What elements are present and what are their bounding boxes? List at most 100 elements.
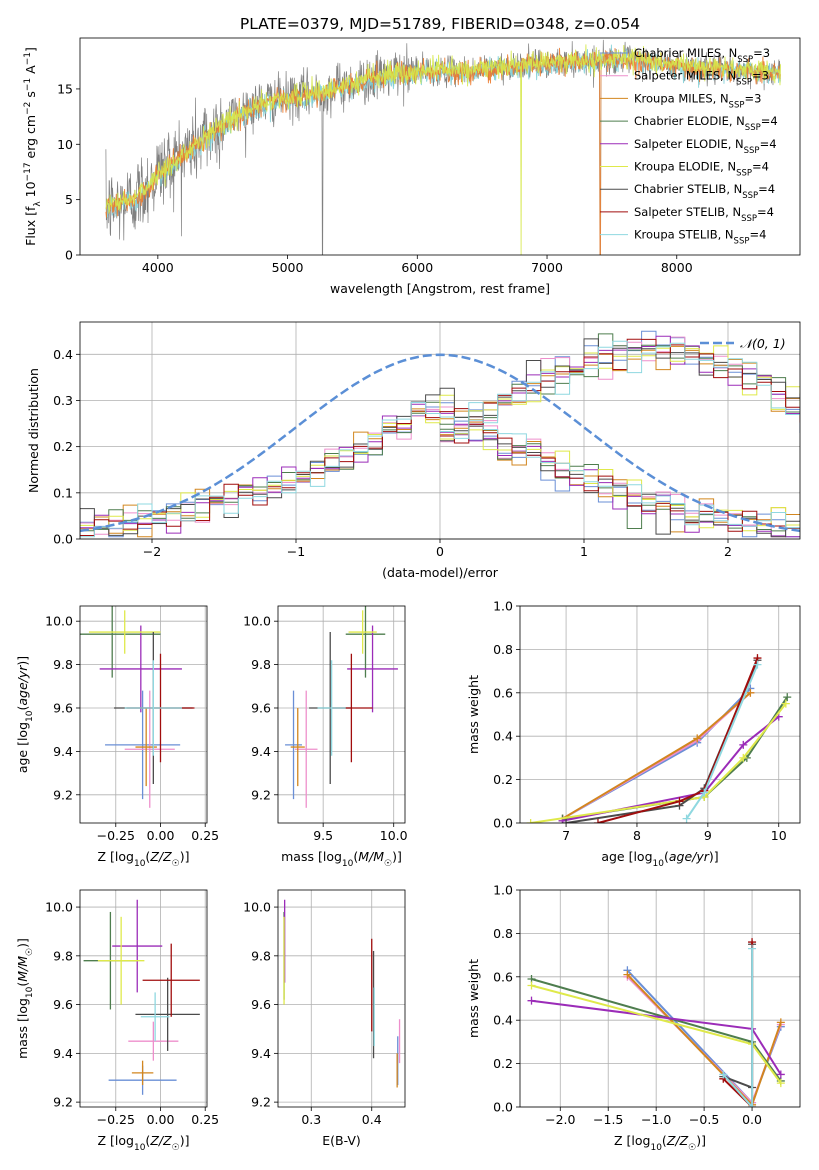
y-tick-label: 0.2 — [493, 1056, 513, 1071]
x-axis-label-part: Z/Z — [149, 849, 172, 864]
y-axis-label-part: −2 — [23, 102, 33, 115]
legend-nssp-sub: SSP — [737, 55, 753, 65]
weight-point-marker — [719, 1070, 728, 1079]
weight-point-marker — [623, 970, 632, 979]
legend-label: Salpeter MILES, NSSP=3 — [634, 69, 769, 88]
x-tick-label: 5000 — [272, 260, 304, 275]
legend-nssp-value: =4 — [758, 182, 775, 196]
legend-nssp-sub: SSP — [734, 237, 750, 247]
y-axis-label-part: ] — [23, 47, 38, 52]
y-tick-label: 0.3 — [53, 393, 73, 408]
weight-series-line — [530, 702, 787, 823]
weight-vs-metallicity-panel: −2.0 −1.5 −1.0 −0.5 0.0 0.0 0.2 0.4 0.6 0.8 1.0 Z [… — [466, 883, 801, 1153]
legend-normal-label: 𝒩(0, 1) — [740, 336, 786, 351]
x-axis-label-part: 10 — [650, 1143, 662, 1153]
y-axis-label-part: ☉ — [25, 948, 35, 956]
x-axis-label-part: Z/Z — [666, 1133, 689, 1148]
weight-point-marker — [675, 797, 684, 806]
x-axis-label-part: ( — [145, 1133, 150, 1148]
x-axis-label-part: wavelength [Angstrom, rest frame] — [330, 281, 550, 296]
weight-point-marker — [593, 819, 602, 823]
residual-histogram-panel: −2 −1 0 1 2 0.0 0.1 0.2 0.3 0.4 (data-model)/error… — [26, 321, 801, 580]
legend-nssp-sub: SSP — [745, 123, 761, 133]
y-tick-label: 0.1 — [53, 485, 73, 500]
legend-model-name: Chabrier ELODIE, N — [634, 114, 745, 128]
y-tick-label: 0.8 — [493, 926, 513, 941]
legend-nssp-sub: SSP — [741, 214, 757, 224]
x-axis-label-part: ☉ — [384, 859, 392, 869]
x-axis-label-part: 10 — [653, 859, 665, 869]
y-axis-label-part: −1 — [23, 78, 33, 91]
y-axis-label-part: 10 — [23, 181, 38, 201]
y-axis-label: age [log10(age/yr)] — [15, 656, 35, 773]
x-tick-label: 4000 — [142, 260, 174, 275]
weight-point-marker — [739, 753, 748, 762]
y-axis-label-part: erg cm — [23, 115, 38, 163]
weight-point-marker — [753, 660, 762, 669]
x-tick-label: 6000 — [401, 260, 433, 275]
y-tick-label: 0.8 — [493, 642, 513, 657]
y-tick-label: 9.4 — [53, 744, 73, 759]
legend-nssp-value: =4 — [749, 228, 766, 242]
legend-model-name: Salpeter ELODIE, N — [634, 137, 744, 151]
x-axis-label: mass [log10(M/M☉)] — [281, 849, 402, 869]
residual-histogram-step — [440, 338, 800, 442]
weight-point-marker — [739, 740, 748, 749]
spectrum-panel: 4000 5000 6000 7000 8000 0 5 10 15 wavelength [An… — [23, 37, 801, 296]
y-axis-label-part: log — [15, 722, 30, 741]
x-axis-label-part: (data-model)/error — [382, 565, 499, 580]
y-tick-label: 9.2 — [53, 1095, 73, 1110]
y-tick-label: 10.0 — [45, 614, 73, 629]
y-tick-label: 0.2 — [493, 772, 513, 787]
x-axis-label-part: mass [ — [281, 849, 323, 864]
age-vs-metallicity-panel: −0.25 0.00 0.259.29.49.69.810.0Z [log10(Z/… — [15, 605, 219, 869]
legend-label: Chabrier MILES, NSSP=3 — [634, 46, 770, 65]
legend-label: Chabrier STELIB, NSSP=4 — [634, 182, 775, 201]
x-axis-label-part: log — [631, 1133, 650, 1148]
axes-frame — [79, 889, 208, 1108]
axes-frame — [79, 321, 801, 540]
x-tick-label: −2.0 — [545, 1112, 575, 1127]
x-axis-label-part: Z [ — [614, 1133, 631, 1148]
legend-model-name: Kroupa STELIB, N — [634, 228, 734, 242]
y-tick-label: 9.4 — [251, 744, 271, 759]
y-tick-label: 1.0 — [493, 883, 513, 898]
x-axis-label-part: ( — [664, 849, 669, 864]
x-axis-label-part: )] — [709, 849, 719, 864]
x-tick-label: 0.25 — [191, 1112, 219, 1127]
y-axis-label-part: )] — [15, 656, 30, 666]
weight-point-marker — [781, 699, 790, 708]
x-tick-label: 0.00 — [147, 828, 175, 843]
legend-model-name: Chabrier STELIB, N — [634, 182, 742, 196]
legend-label: Chabrier ELODIE, NSSP=4 — [634, 114, 778, 133]
x-tick-label: 0.0 — [742, 1112, 762, 1127]
legend-nssp-value: =4 — [760, 137, 777, 151]
x-tick-label: 9 — [704, 828, 712, 843]
legend-nssp-sub: SSP — [744, 146, 760, 156]
y-tick-label: 0.4 — [493, 1013, 513, 1028]
x-axis-label: wavelength [Angstrom, rest frame] — [330, 281, 550, 296]
x-axis-label-part: )] — [180, 849, 190, 864]
weight-point-marker — [527, 981, 536, 990]
legend-nssp-value: =3 — [752, 69, 769, 83]
y-tick-label: 10.0 — [243, 614, 271, 629]
y-axis-label-part: ( — [15, 706, 30, 711]
weight-point-marker — [783, 693, 792, 702]
y-axis-label-part: Flux [f — [23, 206, 38, 246]
axes-frame — [519, 605, 801, 824]
x-axis-label-part: log — [115, 849, 134, 864]
y-axis-label: Flux [fλ 10−17 erg cm−2 s−1 A−1] — [23, 47, 43, 246]
legend-nssp-value: =4 — [757, 205, 774, 219]
x-axis-label-part: 10 — [134, 1143, 146, 1153]
y-axis-label: mass weight — [466, 675, 481, 754]
y-tick-label: 0 — [65, 248, 73, 263]
residual-histogram-step — [440, 345, 800, 436]
x-tick-label: −1.0 — [641, 1112, 671, 1127]
x-tick-label: 9.5 — [313, 828, 333, 843]
weight-series-line — [722, 944, 754, 1089]
weight-vs-Z-plot-area — [527, 938, 785, 1107]
y-axis-label-part: λ — [33, 201, 43, 207]
y-tick-label: 0.4 — [493, 729, 513, 744]
y-axis-label-part: 10 — [25, 986, 35, 998]
